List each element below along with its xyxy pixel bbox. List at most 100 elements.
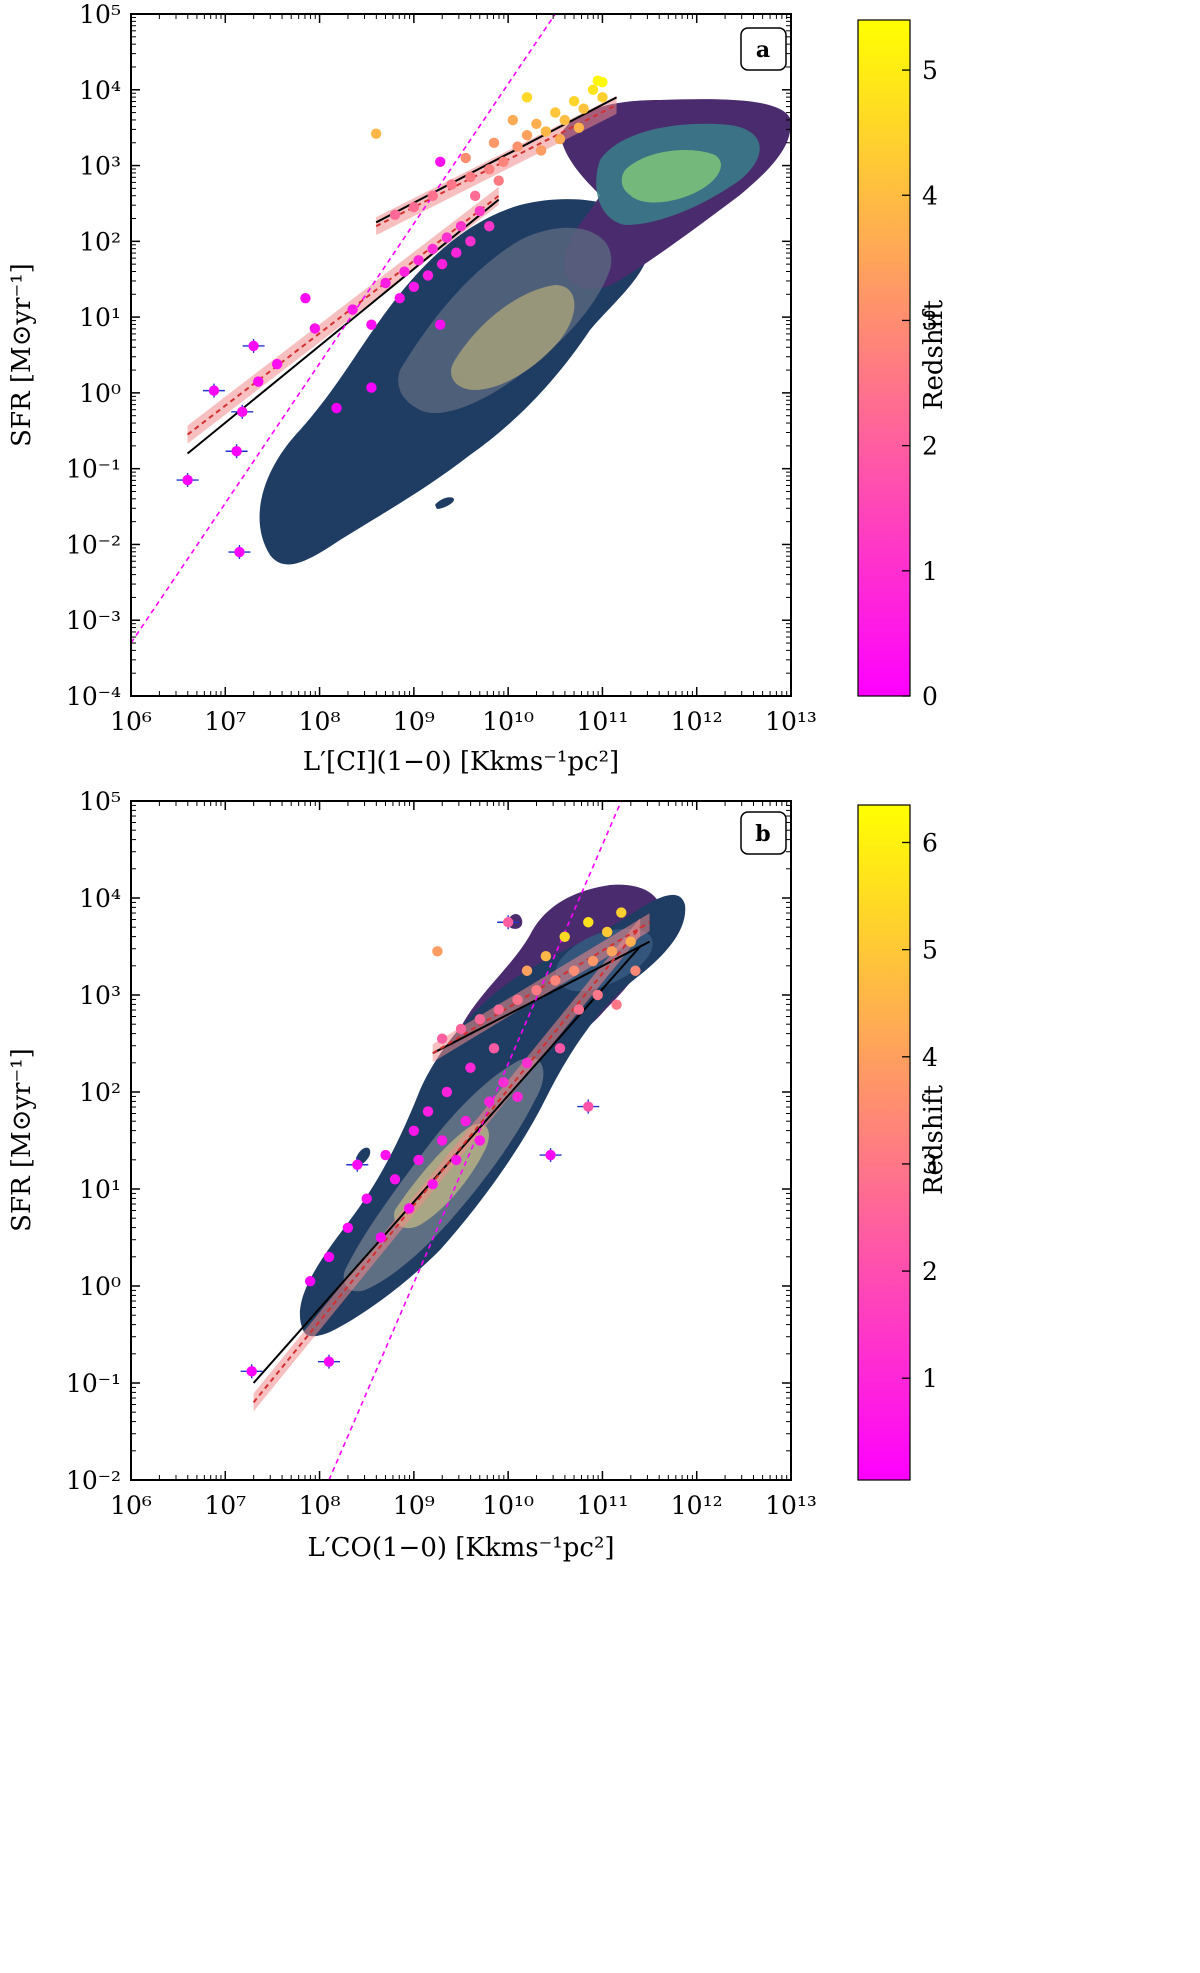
data-point <box>394 292 405 304</box>
contour-inner-low <box>451 285 575 390</box>
y-tick-label: 10⁻¹ <box>66 455 121 484</box>
data-point <box>535 145 547 156</box>
reference-line <box>130 13 556 644</box>
panel-b-ticks: 10⁶ 10⁷ 10⁸ 10⁹ 10¹⁰ 10¹¹ 10¹² 10¹³ 10⁻² 10⁻¹ 10⁰ 1… <box>66 787 817 1520</box>
data-point <box>606 946 618 957</box>
data-point <box>375 1232 387 1243</box>
data-point <box>601 926 613 938</box>
data-point <box>465 1062 476 1073</box>
colorbar-tick-label: 0 <box>922 682 938 711</box>
panel-a-colorbar: 0 1 2 3 4 5 Redshift <box>857 19 949 711</box>
colorbar-tick-label: 1 <box>922 557 938 586</box>
panel-b-label-box <box>740 811 787 855</box>
data-point <box>352 1159 363 1170</box>
data-point <box>531 984 542 996</box>
data-point <box>366 382 377 393</box>
x-tick-label: 10⁷ <box>204 1491 246 1520</box>
data-point <box>427 190 438 202</box>
data-point <box>545 1149 556 1161</box>
x-tick-label: 10⁶ <box>110 1491 152 1520</box>
panel-a-points <box>182 75 608 558</box>
colorbar-tick-label: 5 <box>922 56 938 85</box>
colorbar-b-label: Redshift <box>919 1084 949 1195</box>
data-point <box>370 128 382 139</box>
data-point <box>408 281 420 292</box>
data-point <box>231 446 242 457</box>
y-tick-label: 10³ <box>79 152 121 181</box>
x-tick-label: 10¹² <box>671 1491 723 1520</box>
data-point <box>488 137 500 149</box>
y-tick-label: 10⁻² <box>66 530 121 559</box>
data-point <box>531 118 542 130</box>
x-tick-label: 10⁸ <box>299 707 341 736</box>
data-point <box>498 1077 509 1088</box>
data-point <box>512 994 523 1006</box>
data-point <box>436 1135 448 1146</box>
data-point <box>578 103 589 114</box>
x-tick-label: 10¹³ <box>765 1491 817 1520</box>
panel-a-contours <box>259 99 791 565</box>
y-tick-label: 10⁻⁴ <box>66 682 121 711</box>
data-point <box>521 92 533 103</box>
data-point <box>460 152 471 164</box>
y-tick-label: 10⁵ <box>79 0 121 29</box>
panel-a-error-bars <box>176 338 265 560</box>
y-tick-label: 10⁻³ <box>66 606 121 635</box>
x-tick-label: 10⁸ <box>299 1491 341 1520</box>
data-point <box>347 304 358 315</box>
data-point <box>625 936 636 947</box>
data-point <box>441 232 453 243</box>
data-point <box>380 1149 391 1161</box>
y-tick-label: 10⁴ <box>79 884 121 913</box>
data-point <box>474 205 486 217</box>
x-tick-label: 10⁹ <box>393 707 435 736</box>
data-point <box>568 95 580 107</box>
colorbar-a-ticks: 0 1 2 3 4 5 <box>902 56 938 711</box>
colorbar-tick-label: 4 <box>922 181 938 210</box>
data-point <box>403 1203 415 1214</box>
data-point <box>597 77 608 88</box>
data-point <box>304 1275 316 1287</box>
colorbar-b-ticks: 1 2 3 4 5 6 <box>902 829 938 1393</box>
data-point <box>592 989 603 1001</box>
y-tick-label: 10⁻² <box>66 1466 121 1495</box>
data-point <box>300 292 311 304</box>
data-point <box>573 122 585 133</box>
panel-b-xlabel: L′CO(1−0) [Kkms⁻¹pc²] <box>307 1533 614 1563</box>
data-point <box>469 190 481 202</box>
data-point <box>550 107 561 118</box>
data-point <box>512 141 523 152</box>
data-point <box>550 975 561 986</box>
data-point <box>441 1086 453 1098</box>
y-tick-label: 10¹ <box>79 1175 121 1204</box>
x-tick-label: 10¹² <box>671 707 723 736</box>
data-point <box>583 1101 594 1112</box>
confidence-band-low-z <box>187 186 499 444</box>
data-point <box>507 114 519 126</box>
panel-a-label: a <box>756 37 770 63</box>
data-point <box>451 247 462 258</box>
data-point <box>413 1154 424 1166</box>
data-point <box>380 277 391 289</box>
panel-b-ylabel: SFR [M⊙yr⁻¹] <box>7 1048 37 1232</box>
data-point <box>271 358 283 370</box>
data-point <box>521 1057 533 1069</box>
colorbar-a-label: Redshift <box>919 299 949 410</box>
data-point <box>342 1222 354 1234</box>
x-tick-label: 10¹³ <box>765 707 817 736</box>
data-point <box>587 84 599 95</box>
data-point <box>435 156 446 167</box>
data-point <box>587 955 599 967</box>
panel-a-axes-frame <box>130 13 792 697</box>
data-point <box>460 1115 471 1127</box>
data-point <box>246 1366 257 1377</box>
data-point <box>484 220 495 232</box>
data-point <box>408 202 420 213</box>
contour-inner-high <box>621 150 721 203</box>
data-point <box>413 255 424 266</box>
data-point <box>399 266 410 277</box>
x-tick-label: 10¹¹ <box>576 1491 628 1520</box>
data-point <box>554 1043 566 1054</box>
colorbar-tick-label: 4 <box>922 1043 938 1072</box>
